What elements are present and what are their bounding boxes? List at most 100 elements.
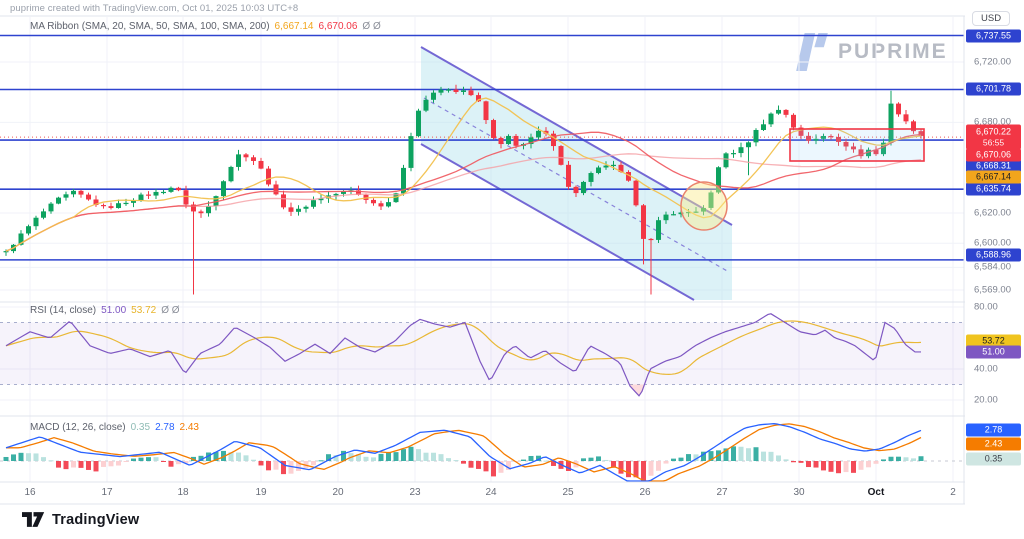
macd-histogram-bar[interactable]: [918, 456, 924, 461]
candle-body[interactable]: [356, 190, 361, 195]
candle-body[interactable]: [836, 136, 841, 142]
time-axis[interactable]: 16 17 18 19 20 23 24 25 26 27 30 Oct 2: [0, 482, 964, 504]
macd-histogram-bar[interactable]: [648, 461, 654, 476]
candle-body[interactable]: [123, 202, 129, 205]
candle-body[interactable]: [161, 191, 166, 194]
candle-body[interactable]: [798, 127, 804, 136]
macd-histogram-bar[interactable]: [453, 460, 459, 462]
candle-body[interactable]: [153, 191, 159, 196]
candle-body[interactable]: [146, 194, 151, 196]
macd-histogram-bar[interactable]: [33, 453, 39, 461]
macd-histogram-bar[interactable]: [303, 461, 309, 468]
macd-line[interactable]: [5, 423, 922, 482]
macd-histogram-bar[interactable]: [468, 461, 474, 468]
macd-histogram-bar[interactable]: [378, 453, 384, 461]
candle-body[interactable]: [71, 190, 76, 195]
candle-body[interactable]: [401, 167, 406, 194]
candle-body[interactable]: [543, 130, 549, 134]
macd-histogram-bar[interactable]: [11, 454, 16, 461]
macd-histogram-bar[interactable]: [723, 448, 729, 461]
candle-body[interactable]: [266, 168, 271, 185]
macd-histogram-bar[interactable]: [903, 457, 909, 461]
macd-histogram-bar[interactable]: [708, 451, 714, 461]
macd-histogram-bar[interactable]: [543, 460, 549, 462]
candle-body[interactable]: [393, 193, 399, 203]
candle-body[interactable]: [746, 142, 751, 148]
candle-body[interactable]: [408, 136, 414, 168]
candle-body[interactable]: [236, 154, 241, 167]
trend-channel-middle-line[interactable]: [423, 97, 730, 273]
candle-body[interactable]: [588, 173, 594, 182]
candle-body[interactable]: [626, 172, 631, 181]
candle-body[interactable]: [63, 194, 69, 198]
candle-body[interactable]: [821, 135, 826, 139]
macd-histogram-bar[interactable]: [461, 461, 466, 464]
macd-histogram-bar[interactable]: [333, 455, 339, 461]
trend-channel-lower-line[interactable]: [420, 143, 695, 301]
candle-body[interactable]: [438, 89, 444, 93]
macd-histogram-bar[interactable]: [438, 454, 444, 461]
macd-histogram-bar[interactable]: [566, 461, 571, 471]
candle-body[interactable]: [768, 113, 774, 125]
macd-histogram-bar[interactable]: [341, 450, 346, 461]
candle-body[interactable]: [86, 194, 91, 200]
candle-body[interactable]: [573, 186, 579, 194]
candle-body[interactable]: [536, 130, 541, 138]
candle-body[interactable]: [873, 149, 879, 155]
candle-body[interactable]: [33, 217, 39, 227]
macd-histogram-bar[interactable]: [3, 456, 9, 461]
macd-histogram-bar[interactable]: [206, 452, 211, 461]
candle-body[interactable]: [881, 142, 886, 155]
macd-histogram-bar[interactable]: [386, 452, 391, 461]
candle-body[interactable]: [566, 164, 571, 187]
candle-body[interactable]: [551, 133, 556, 147]
macd-histogram-bar[interactable]: [506, 461, 511, 470]
macd-histogram-bar[interactable]: [536, 455, 541, 461]
candle-body[interactable]: [611, 164, 616, 167]
candle-body[interactable]: [371, 199, 376, 204]
candle-body[interactable]: [3, 251, 9, 253]
candle-body[interactable]: [423, 99, 429, 111]
candle-body[interactable]: [273, 184, 279, 195]
macd-histogram-bar[interactable]: [828, 461, 834, 472]
macd-histogram-bar[interactable]: [183, 461, 189, 464]
macd-histogram-bar[interactable]: [678, 457, 684, 461]
macd-histogram-bar[interactable]: [611, 461, 616, 468]
candle-body[interactable]: [446, 89, 451, 91]
candle-body[interactable]: [93, 199, 99, 206]
macd-histogram-bar[interactable]: [881, 459, 886, 461]
candle-body[interactable]: [131, 200, 136, 203]
candle-body[interactable]: [791, 114, 796, 128]
macd-histogram-bar[interactable]: [873, 461, 879, 464]
macd-histogram-bar[interactable]: [581, 458, 586, 461]
candle-body[interactable]: [341, 191, 346, 194]
chart-plot-area[interactable]: [0, 0, 1024, 506]
price-axis[interactable]: USD 6,720.00 6,680.00 6,620.00 6,600.00 6,58…: [965, 0, 1024, 506]
macd-histogram-bar[interactable]: [86, 461, 91, 470]
candle-body[interactable]: [221, 181, 226, 197]
macd-histogram-bar[interactable]: [806, 461, 811, 468]
candle-body[interactable]: [168, 187, 174, 192]
macd-histogram-bar[interactable]: [753, 447, 759, 461]
macd-histogram-bar[interactable]: [401, 449, 406, 461]
macd-histogram-bar[interactable]: [843, 461, 849, 473]
candle-body[interactable]: [251, 157, 256, 161]
macd-histogram-bar[interactable]: [41, 457, 46, 461]
macd-histogram-bar[interactable]: [356, 454, 361, 461]
macd-histogram-bar[interactable]: [416, 449, 421, 461]
candle-body[interactable]: [603, 165, 609, 168]
candle-body[interactable]: [528, 137, 534, 145]
candle-body[interactable]: [783, 109, 789, 115]
macd-histogram-bar[interactable]: [176, 461, 181, 465]
candle-body[interactable]: [386, 202, 391, 207]
macd-histogram-bar[interactable]: [701, 451, 706, 461]
candle-body[interactable]: [318, 198, 324, 201]
macd-histogram-bar[interactable]: [693, 454, 699, 461]
candle-body[interactable]: [656, 220, 661, 240]
macd-histogram-bar[interactable]: [408, 446, 414, 461]
candle-body[interactable]: [888, 103, 894, 143]
macd-histogram-bar[interactable]: [288, 461, 294, 474]
candle-body[interactable]: [431, 92, 436, 100]
candle-body[interactable]: [416, 110, 421, 137]
candle-body[interactable]: [641, 205, 646, 239]
